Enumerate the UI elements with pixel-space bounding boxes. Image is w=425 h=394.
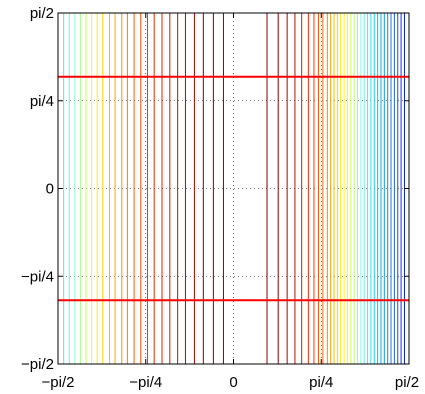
- x-tick-label-0: −pi/2: [42, 374, 75, 391]
- grid: [58, 13, 409, 364]
- y-tick-label-4: pi/2: [30, 5, 54, 22]
- y-tick-label-1: −pi/4: [21, 268, 54, 285]
- y-tick-label-0: −pi/2: [21, 356, 54, 373]
- x-tick-label-3: pi/4: [309, 374, 333, 391]
- tick-labels: −pi/2 −pi/4 0 pi/4 pi/2 −pi/2 −pi/4 0 pi/4 pi/2: [21, 5, 419, 391]
- horizontal-lines: [58, 75, 409, 302]
- ticks: [57, 12, 410, 365]
- x-tick-label-2: 0: [229, 374, 237, 391]
- y-tick-label-2: 0: [46, 181, 54, 198]
- x-tick-label-1: −pi/4: [129, 374, 162, 391]
- y-tick-label-3: pi/4: [30, 93, 54, 110]
- x-tick-label-4: pi/2: [395, 374, 419, 391]
- contour-lines: [63, 13, 405, 364]
